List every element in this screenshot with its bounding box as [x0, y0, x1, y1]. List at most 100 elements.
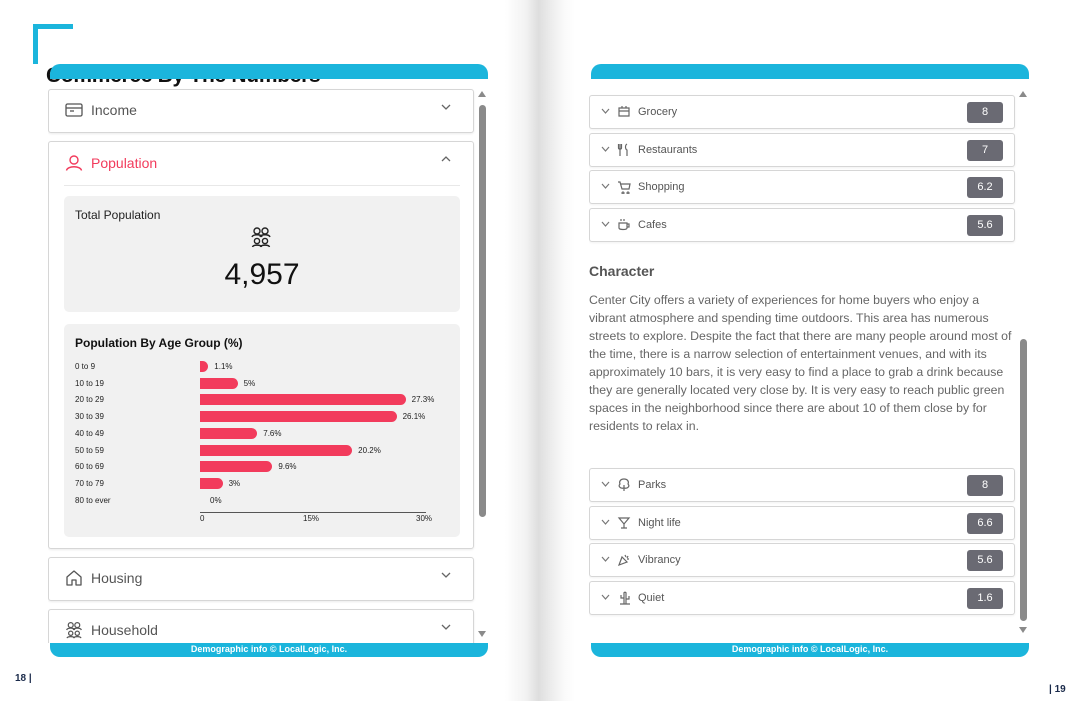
chevron-down-icon[interactable] — [601, 146, 610, 152]
household-accordion[interactable]: Household — [48, 609, 474, 643]
right-footer-bar: Demographic info © LocalLogic, Inc. — [591, 643, 1029, 657]
scroll-thumb[interactable] — [1020, 339, 1027, 621]
category-row-parks[interactable]: Parks 8 — [589, 468, 1015, 502]
divider — [64, 185, 460, 186]
left-widget[interactable]: Income Population Total Population 4,957… — [48, 79, 490, 643]
cart-icon — [618, 181, 631, 195]
person-icon — [65, 155, 83, 171]
income-label: Income — [91, 102, 137, 118]
bar-category-label: 20 to 29 — [75, 395, 104, 405]
chevron-down-icon[interactable] — [601, 108, 610, 114]
population-header[interactable]: Population — [49, 142, 473, 184]
total-population-label: Total Population — [75, 208, 161, 222]
chevron-down-icon[interactable] — [601, 183, 610, 190]
household-label: Household — [91, 622, 158, 638]
bar-20-to-29 — [200, 394, 406, 406]
age-group-chart: Population By Age Group (%) 0 to 9 1.1% 10… — [64, 324, 460, 537]
income-header[interactable]: Income — [49, 90, 473, 130]
category-label: Shopping — [638, 181, 685, 194]
people-group-icon — [66, 622, 82, 639]
left-footer-bar: Demographic info © LocalLogic, Inc. — [50, 643, 488, 657]
scroll-up-arrow[interactable] — [1019, 91, 1027, 97]
total-population-card: Total Population 4,957 — [64, 196, 460, 312]
income-accordion[interactable]: Income — [48, 89, 474, 133]
right-scrollbar[interactable] — [1017, 91, 1029, 639]
chevron-down-icon[interactable] — [601, 594, 610, 601]
grocery-icon — [618, 106, 630, 117]
bar-category-label: 10 to 19 — [75, 378, 104, 388]
bar-category-label: 50 to 59 — [75, 445, 104, 455]
scroll-thumb[interactable] — [479, 105, 486, 517]
bar-value-label: 0% — [210, 495, 222, 505]
category-row-night-life[interactable]: Night life 6.6 — [589, 505, 1015, 540]
people-group-icon — [251, 227, 271, 248]
bar-0-to-9 — [200, 361, 209, 372]
bar-70-to-79 — [200, 477, 223, 489]
x-tick-label: 0 — [200, 514, 205, 523]
chevron-down-icon[interactable] — [441, 104, 451, 110]
category-row-grocery[interactable]: Grocery 8 — [589, 95, 1015, 129]
cocktail-icon — [617, 517, 631, 529]
category-label: Restaurants — [638, 143, 698, 156]
total-population-value: 4,957 — [224, 258, 300, 291]
bar-category-label: 80 to ever — [75, 495, 111, 505]
category-label: Quiet — [638, 592, 665, 605]
corner-accent — [33, 24, 73, 64]
chevron-down-icon[interactable] — [601, 519, 610, 525]
party-icon — [617, 555, 629, 567]
household-header[interactable]: Household — [49, 610, 473, 643]
house-icon — [66, 570, 82, 586]
scroll-down-arrow[interactable] — [1019, 627, 1027, 633]
wallet-icon — [65, 103, 83, 117]
x-axis-line — [200, 512, 426, 513]
category-label: Parks — [638, 479, 667, 491]
population-accordion[interactable]: Population Total Population 4,957 Popula… — [48, 141, 474, 549]
bar-value-label: 9.6% — [278, 462, 297, 472]
category-row-vibrancy[interactable]: Vibrancy 5.6 — [589, 543, 1015, 578]
bar-value-label: 1.1% — [214, 362, 233, 371]
chevron-down-icon[interactable] — [601, 556, 610, 563]
chevron-down-icon[interactable] — [601, 221, 610, 228]
bar-value-label: 7.6% — [263, 428, 282, 438]
score-badge: 5.6 — [967, 215, 1003, 237]
bar-10-to-19 — [200, 377, 238, 389]
chevron-down-icon[interactable] — [601, 481, 610, 487]
left-page-number: 18 | — [15, 673, 32, 684]
scroll-up-arrow[interactable] — [478, 91, 486, 97]
chevron-down-icon[interactable] — [441, 572, 451, 578]
score-badge: 6.2 — [967, 177, 1003, 199]
coffee-icon — [618, 219, 630, 231]
bar-value-label: 27.3% — [411, 395, 435, 405]
housing-accordion[interactable]: Housing — [48, 557, 474, 601]
bar-category-label: 70 to 79 — [75, 478, 104, 488]
left-widget-top-bar — [50, 64, 488, 79]
character-text: Center City offers a variety of experien… — [589, 293, 1012, 433]
bar-60-to-69 — [200, 461, 273, 473]
right-widget[interactable]: Grocery 8 Restaurants 7 Shopping 6.2 Cafes 5.6 … — [589, 79, 1031, 643]
category-label: Night life — [638, 516, 681, 529]
chevron-up-icon[interactable] — [441, 156, 451, 162]
score-badge: 6.6 — [967, 512, 1003, 534]
cactus-icon — [620, 591, 630, 605]
bar-40-to-49 — [200, 427, 258, 439]
x-tick-label: 15% — [303, 514, 320, 523]
chevron-down-icon[interactable] — [441, 624, 451, 630]
score-badge: 1.6 — [967, 588, 1003, 610]
category-row-shopping[interactable]: Shopping 6.2 — [589, 170, 1015, 205]
bar-value-label: 20.2% — [358, 445, 381, 455]
housing-header[interactable]: Housing — [49, 558, 473, 598]
housing-label: Housing — [91, 570, 143, 586]
bar-value-label: 5% — [243, 378, 256, 388]
bar-category-label: 0 to 9 — [75, 362, 96, 371]
bar-30-to-39 — [200, 411, 397, 423]
chart-title: Population By Age Group (%) — [75, 336, 243, 350]
category-row-cafes[interactable]: Cafes 5.6 — [589, 208, 1015, 243]
category-label: Vibrancy — [638, 554, 681, 567]
scroll-down-arrow[interactable] — [478, 631, 486, 637]
bar-category-label: 30 to 39 — [75, 412, 104, 422]
left-scrollbar[interactable] — [476, 91, 488, 639]
category-row-restaurants[interactable]: Restaurants 7 — [589, 132, 1015, 167]
category-row-quiet[interactable]: Quiet 1.6 — [589, 581, 1015, 616]
score-badge: 8 — [967, 102, 1003, 123]
